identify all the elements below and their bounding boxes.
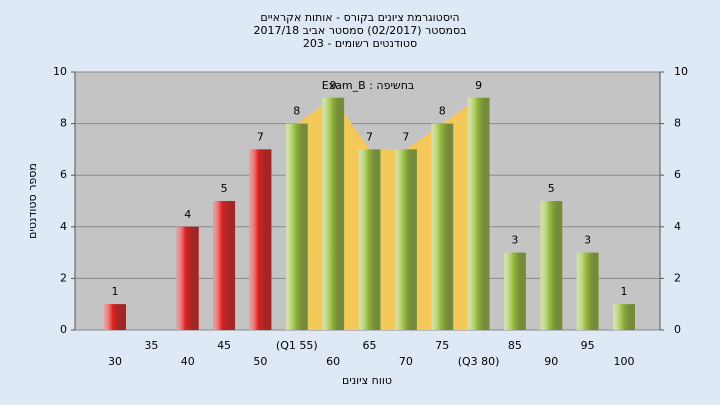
chart-subtitle: בסמסטר (02/2017) סמסטר אביב 2017/18 <box>253 24 466 37</box>
y-tick-label: 6 <box>60 168 67 181</box>
x-tick-label: 85 <box>508 339 522 352</box>
bar-shade <box>503 252 526 330</box>
y2-tick-label: 10 <box>674 65 688 78</box>
x-tick-label: 90 <box>544 355 558 368</box>
y-tick-label: 0 <box>60 323 67 336</box>
bar-shade <box>285 123 308 330</box>
chart-subtitle: סטודנטים רשומים - 203 <box>303 37 417 50</box>
y-tick-label: 8 <box>60 117 67 130</box>
bar-shade <box>322 97 345 330</box>
y2-tick-label: 2 <box>674 271 681 284</box>
data-label: 7 <box>402 130 409 143</box>
data-label: 5 <box>221 182 228 195</box>
y2-tick-label: 8 <box>674 117 681 130</box>
y2-tick-label: 4 <box>674 220 681 233</box>
data-label: 1 <box>112 285 119 298</box>
x-tick-label: 50 <box>253 355 267 368</box>
chart-title: היסטוגרמת ציונים בקורס - אותות אקראיים <box>260 11 459 24</box>
data-label: 9 <box>475 79 482 92</box>
bar-shade <box>176 226 199 330</box>
y2-tick-label: 0 <box>674 323 681 336</box>
bar-shade <box>213 201 236 330</box>
bar-shade <box>394 149 417 330</box>
annotation: Exam_B : בחשיפה <box>322 79 415 92</box>
x-tick-label: 75 <box>435 339 449 352</box>
x-tick-label: 70 <box>399 355 413 368</box>
data-label: 9 <box>330 79 337 92</box>
x-tick-label: (Q1 55) <box>276 339 318 352</box>
y-axis-label: מספר סטודנטים <box>26 163 39 239</box>
bar-shade <box>104 304 126 330</box>
x-axis-label: טווח ציונים <box>342 374 392 387</box>
x-tick-label: 95 <box>581 339 595 352</box>
bar-shade <box>613 304 635 330</box>
x-tick-label: 35 <box>144 339 158 352</box>
x-tick-label: 100 <box>614 355 635 368</box>
x-tick-label: 65 <box>363 339 377 352</box>
bar-shade <box>540 201 563 330</box>
data-label: 1 <box>621 285 628 298</box>
data-label: 3 <box>584 234 591 247</box>
y-tick-label: 10 <box>53 65 67 78</box>
data-label: 3 <box>511 234 518 247</box>
x-tick-label: 30 <box>108 355 122 368</box>
y-tick-label: 2 <box>60 271 67 284</box>
data-label: 8 <box>439 105 446 118</box>
bar-shade <box>249 149 272 330</box>
bar-shade <box>467 97 490 330</box>
bar-shade <box>431 123 454 330</box>
bar-shade <box>358 149 381 330</box>
y-tick-label: 4 <box>60 220 67 233</box>
data-label: 8 <box>293 105 300 118</box>
data-label: 5 <box>548 182 555 195</box>
x-tick-label: 45 <box>217 339 231 352</box>
data-label: 7 <box>257 130 264 143</box>
y2-tick-label: 6 <box>674 168 681 181</box>
x-tick-label: (Q3 80) <box>458 355 500 368</box>
data-label: 4 <box>184 208 191 221</box>
data-label: 7 <box>366 130 373 143</box>
x-tick-label: 40 <box>181 355 195 368</box>
x-tick-label: 60 <box>326 355 340 368</box>
bar-shade <box>576 252 599 330</box>
